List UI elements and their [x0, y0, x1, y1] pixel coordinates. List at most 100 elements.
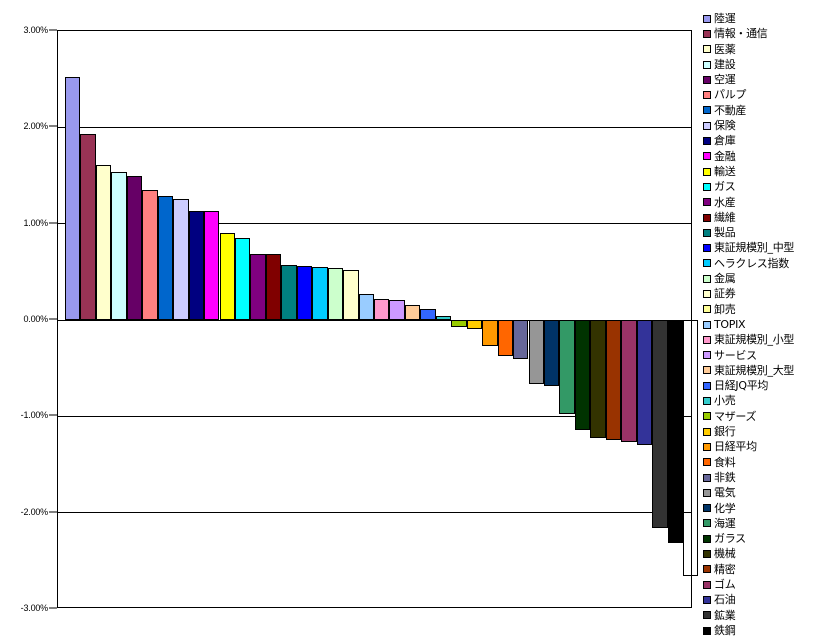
legend-item[interactable]: 金融 [703, 149, 832, 164]
legend-item-label: ガス [714, 180, 736, 194]
legend-item[interactable]: 証券 [703, 286, 832, 301]
zero-line [58, 319, 691, 321]
bar [636, 320, 653, 446]
legend-item[interactable]: 建設 [703, 57, 832, 72]
legend-swatch-icon [703, 473, 711, 482]
gridline [58, 223, 691, 225]
legend-item[interactable]: 鉄鋼 [703, 623, 832, 638]
legend-item[interactable]: 陸運 [703, 11, 832, 26]
legend-item[interactable]: 空運 [703, 72, 832, 87]
legend-item[interactable]: 海運 [703, 516, 832, 531]
legend-item-label: 不動産 [714, 103, 747, 117]
legend-item[interactable]: 製品 [703, 225, 832, 240]
legend-item[interactable]: TOPIX [703, 317, 832, 332]
legend-item[interactable]: 非鉄 [703, 470, 832, 485]
bar [312, 267, 328, 320]
legend-swatch-icon [703, 412, 711, 421]
bar [389, 299, 405, 320]
legend-item[interactable]: 石油 [703, 592, 832, 607]
legend-item-label: 水産 [714, 195, 736, 209]
legend-swatch-icon [703, 565, 711, 574]
legend-item[interactable]: 東証規模別_大型 [703, 363, 832, 378]
legend-item[interactable]: 化学 [703, 501, 832, 516]
legend-item-label: 精密 [714, 562, 736, 576]
legend-item[interactable]: 電気 [703, 485, 832, 500]
legend-item[interactable]: 繊維 [703, 210, 832, 225]
bar [265, 254, 282, 320]
legend-item-label: 銀行 [714, 425, 736, 439]
legend-swatch-icon [703, 320, 711, 329]
bar [157, 195, 174, 320]
bar [281, 265, 297, 320]
y-axis-tick-mark [49, 222, 57, 224]
legend-item[interactable]: ガラス [703, 531, 832, 546]
bar [621, 320, 637, 443]
legend-swatch-icon [703, 611, 711, 620]
legend-item[interactable]: 卸売 [703, 302, 832, 317]
gridline [58, 512, 691, 514]
legend-swatch-icon [703, 519, 711, 528]
legend-item-label: 日経平均 [714, 440, 757, 454]
legend-item-label: 輸送 [714, 164, 736, 178]
bar [173, 198, 189, 320]
legend-item[interactable]: ヘラクレス指数 [703, 256, 832, 271]
legend-item-label: 化学 [714, 501, 736, 515]
bar [652, 320, 668, 529]
bar [65, 77, 81, 320]
legend-item[interactable]: 小売 [703, 393, 832, 408]
legend-item[interactable]: ガス [703, 179, 832, 194]
legend-item-label: 金融 [714, 149, 736, 163]
legend-swatch-icon [703, 458, 711, 467]
y-axis-tick-mark [49, 414, 57, 416]
bar [95, 164, 112, 320]
legend-item[interactable]: 食料 [703, 455, 832, 470]
legend-item-label: 医薬 [714, 42, 736, 56]
legend-item[interactable]: パルプ [703, 87, 832, 102]
legend-item[interactable]: 情報・通信 [703, 26, 832, 41]
legend-swatch-icon [703, 289, 711, 298]
legend-item-label: 建設 [714, 57, 736, 71]
gridline [58, 126, 691, 128]
legend-item[interactable]: 水産 [703, 195, 832, 210]
legend-item[interactable]: 不動産 [703, 103, 832, 118]
legend-item-label: 小売 [714, 394, 736, 408]
legend-item[interactable]: 東証規模別_中型 [703, 240, 832, 255]
legend-item[interactable]: 機械 [703, 546, 832, 561]
legend-item[interactable]: 医薬 [703, 42, 832, 57]
legend-swatch-icon [703, 626, 711, 635]
legend-swatch-icon [703, 305, 711, 314]
legend-item[interactable]: ゴム [703, 577, 832, 592]
bar [219, 233, 235, 320]
legend: 陸運 情報・通信 医薬 建設 空運 パルプ 不動産 保険 倉庫 金融 輸送 ガス 水産 繊維 製品 東証規模別… [703, 11, 832, 637]
legend-item[interactable]: 鉱業 [703, 608, 832, 623]
legend-item[interactable]: サービス [703, 348, 832, 363]
bar [435, 316, 452, 320]
legend-item-label: 鉄鋼 [714, 623, 736, 637]
legend-swatch-icon [703, 60, 711, 69]
y-axis-tick-label: 3.00% [23, 25, 48, 35]
legend-item[interactable]: 金属 [703, 271, 832, 286]
bar [250, 253, 266, 320]
legend-item[interactable]: 日経平均 [703, 439, 832, 454]
bar [126, 175, 143, 320]
legend-swatch-icon [703, 534, 711, 543]
legend-item[interactable]: 精密 [703, 562, 832, 577]
legend-item[interactable]: 輸送 [703, 164, 832, 179]
legend-item-label: パルプ [714, 88, 747, 102]
bar [497, 320, 514, 356]
bars-layer [58, 31, 699, 607]
legend-item[interactable]: 銀行 [703, 424, 832, 439]
legend-item[interactable]: 日経JQ平均 [703, 378, 832, 393]
legend-item[interactable]: 東証規模別_小型 [703, 332, 832, 347]
legend-item-label: 日経JQ平均 [714, 379, 769, 393]
legend-item[interactable]: 保険 [703, 118, 832, 133]
legend-item-label: 製品 [714, 226, 736, 240]
legend-item-label: 情報・通信 [714, 27, 768, 41]
legend-swatch-icon [703, 198, 711, 207]
y-axis-tick-mark [49, 511, 57, 513]
legend-item-label: サービス [714, 348, 757, 362]
bar [327, 267, 344, 320]
bar [188, 211, 205, 320]
legend-item[interactable]: 倉庫 [703, 133, 832, 148]
legend-item[interactable]: マザーズ [703, 409, 832, 424]
